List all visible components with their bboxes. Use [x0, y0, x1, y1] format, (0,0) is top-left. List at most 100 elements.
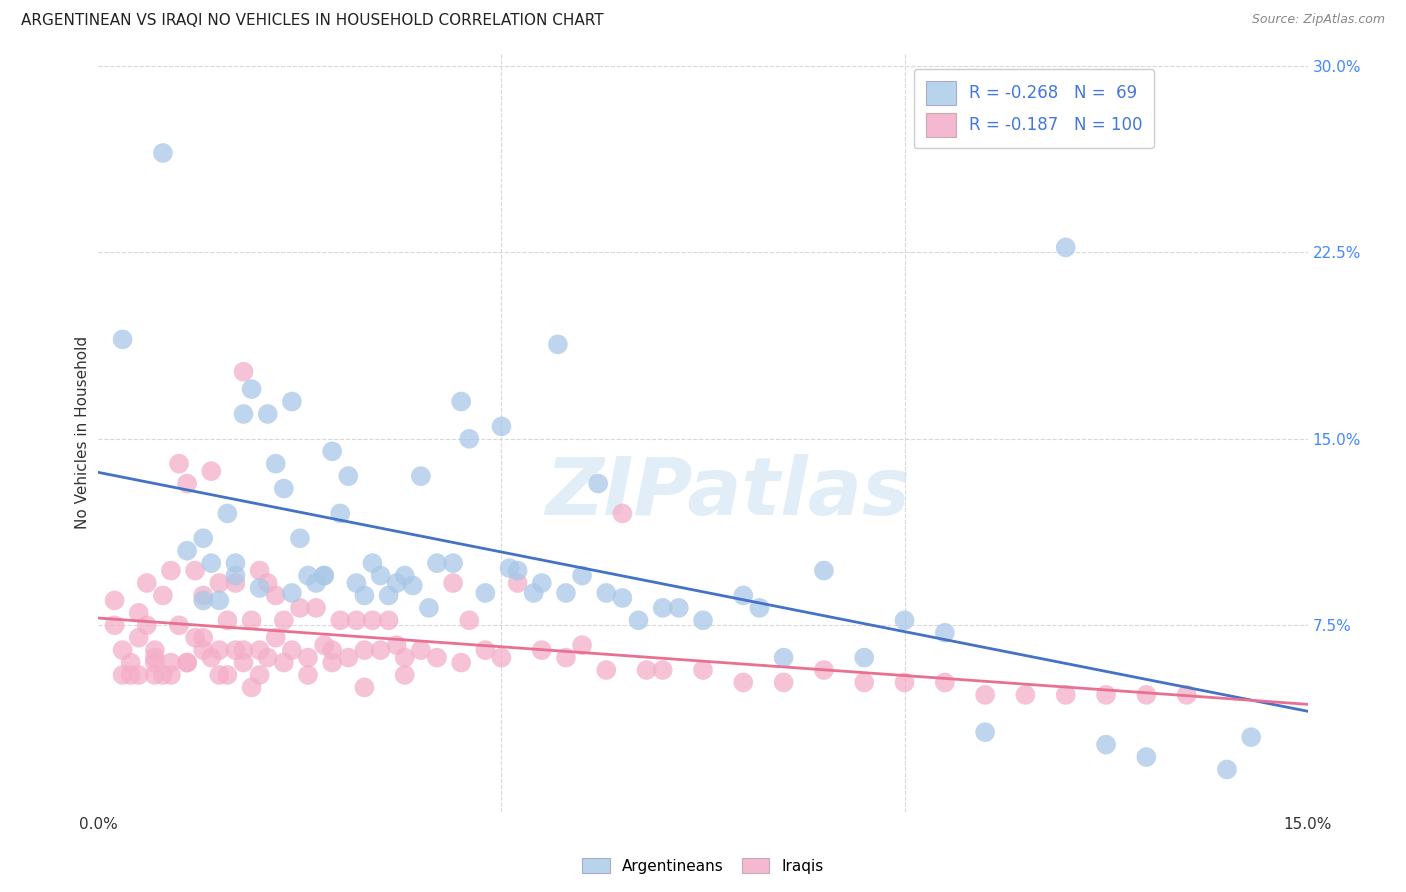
Point — [314, 568, 336, 582]
Point — [337, 469, 360, 483]
Point — [193, 593, 215, 607]
Point — [934, 675, 956, 690]
Point — [288, 531, 311, 545]
Point — [224, 576, 246, 591]
Point — [530, 643, 553, 657]
Point — [893, 675, 915, 690]
Point — [152, 668, 174, 682]
Point — [450, 656, 472, 670]
Point — [249, 668, 271, 682]
Point — [135, 576, 157, 591]
Point — [377, 589, 399, 603]
Point — [506, 564, 529, 578]
Point — [273, 656, 295, 670]
Point — [506, 576, 529, 591]
Point — [217, 668, 239, 682]
Text: ARGENTINEAN VS IRAQI NO VEHICLES IN HOUSEHOLD CORRELATION CHART: ARGENTINEAN VS IRAQI NO VEHICLES IN HOUS… — [21, 13, 603, 29]
Point — [143, 668, 166, 682]
Point — [111, 668, 134, 682]
Point — [651, 600, 673, 615]
Point — [491, 650, 513, 665]
Point — [772, 675, 794, 690]
Point — [217, 507, 239, 521]
Point — [240, 681, 263, 695]
Point — [297, 668, 319, 682]
Point — [224, 568, 246, 582]
Point — [256, 650, 278, 665]
Point — [193, 631, 215, 645]
Point — [344, 576, 367, 591]
Point — [474, 586, 496, 600]
Point — [143, 643, 166, 657]
Point — [555, 650, 578, 665]
Point — [160, 564, 183, 578]
Point — [120, 668, 142, 682]
Point — [232, 643, 254, 657]
Point — [426, 650, 449, 665]
Point — [394, 668, 416, 682]
Point — [772, 650, 794, 665]
Point — [232, 656, 254, 670]
Point — [586, 476, 609, 491]
Point — [853, 675, 876, 690]
Text: ZIPatlas: ZIPatlas — [544, 454, 910, 533]
Point — [370, 568, 392, 582]
Point — [418, 600, 440, 615]
Point — [555, 586, 578, 600]
Point — [853, 650, 876, 665]
Point — [208, 668, 231, 682]
Point — [385, 576, 408, 591]
Point — [361, 613, 384, 627]
Point — [193, 531, 215, 545]
Point — [200, 650, 222, 665]
Point — [297, 568, 319, 582]
Point — [394, 650, 416, 665]
Point — [297, 650, 319, 665]
Point — [612, 507, 634, 521]
Point — [264, 589, 287, 603]
Point — [249, 581, 271, 595]
Point — [523, 586, 546, 600]
Point — [636, 663, 658, 677]
Y-axis label: No Vehicles in Household: No Vehicles in Household — [75, 336, 90, 529]
Point — [361, 556, 384, 570]
Point — [167, 618, 190, 632]
Point — [474, 643, 496, 657]
Point — [152, 589, 174, 603]
Point — [249, 564, 271, 578]
Point — [103, 593, 125, 607]
Point — [813, 663, 835, 677]
Point — [1135, 688, 1157, 702]
Point — [281, 394, 304, 409]
Point — [264, 631, 287, 645]
Point — [329, 507, 352, 521]
Legend: R = -0.268   N =  69, R = -0.187   N = 100: R = -0.268 N = 69, R = -0.187 N = 100 — [914, 70, 1154, 148]
Point — [595, 586, 617, 600]
Point — [167, 457, 190, 471]
Legend: Argentineans, Iraqis: Argentineans, Iraqis — [576, 852, 830, 880]
Point — [748, 600, 770, 615]
Point — [1175, 688, 1198, 702]
Point — [160, 668, 183, 682]
Point — [1240, 730, 1263, 744]
Point — [595, 663, 617, 677]
Point — [143, 650, 166, 665]
Point — [1135, 750, 1157, 764]
Point — [409, 643, 432, 657]
Point — [370, 643, 392, 657]
Point — [321, 656, 343, 670]
Point — [281, 643, 304, 657]
Point — [249, 643, 271, 657]
Point — [120, 656, 142, 670]
Point — [1054, 688, 1077, 702]
Point — [232, 365, 254, 379]
Point — [498, 561, 520, 575]
Point — [240, 613, 263, 627]
Point — [893, 613, 915, 627]
Point — [1054, 240, 1077, 254]
Point — [176, 656, 198, 670]
Point — [264, 457, 287, 471]
Point — [273, 482, 295, 496]
Point — [193, 589, 215, 603]
Point — [152, 145, 174, 160]
